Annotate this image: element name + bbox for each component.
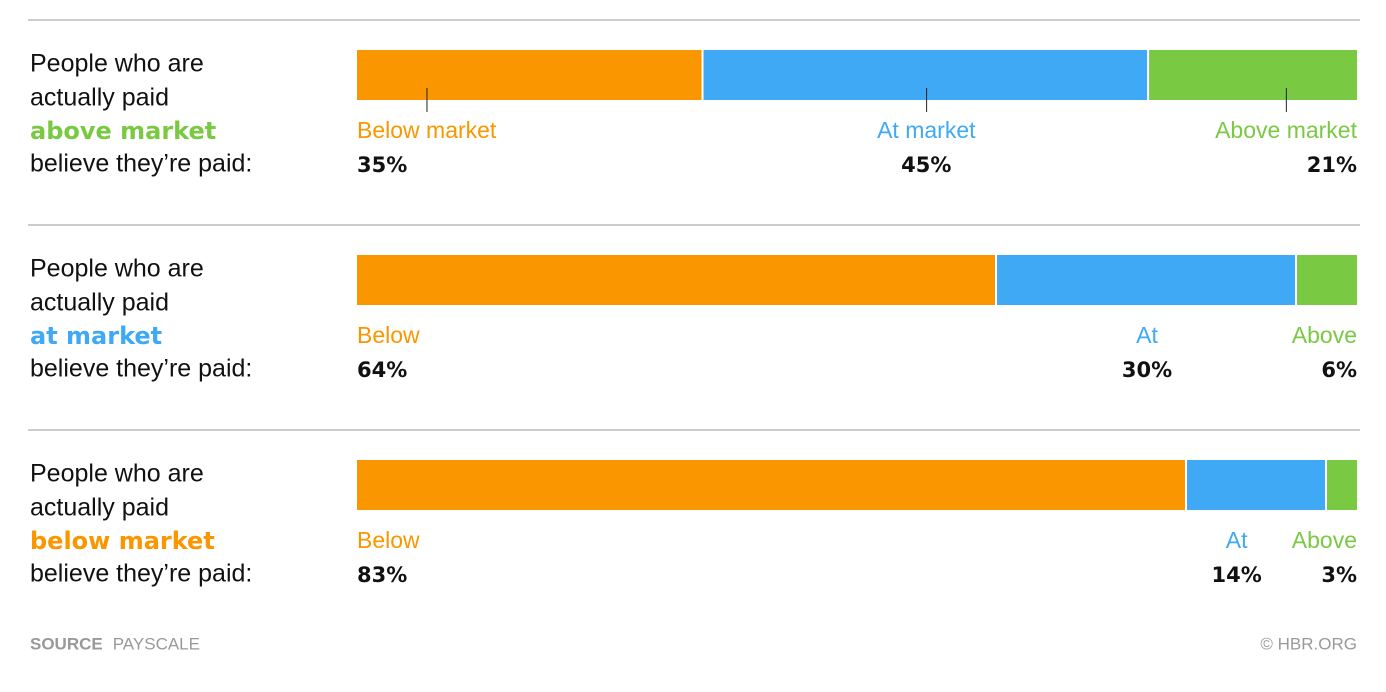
row-label: People who are: [30, 50, 204, 78]
bar-segment: [1149, 50, 1357, 100]
bar-segment: [997, 255, 1295, 305]
source: PAYSCALE: [113, 634, 200, 653]
bar-segment: [357, 460, 1185, 510]
row-label: People who are: [30, 460, 204, 488]
row-label: actually paid: [30, 494, 169, 522]
row-label: actually paid: [30, 84, 169, 112]
legend-label: At: [1136, 322, 1158, 348]
bar-segment: [703, 50, 1148, 100]
row-group: below market: [30, 527, 215, 555]
value-label: 6%: [1321, 358, 1357, 382]
row-group: above market: [30, 117, 216, 145]
row-label: actually paid: [30, 289, 169, 317]
legend-label: Above: [1292, 527, 1357, 553]
value-label: 30%: [1122, 358, 1172, 382]
bar-segment: [357, 255, 995, 305]
value-label: 45%: [901, 153, 951, 177]
bar-segment: [1327, 460, 1357, 510]
legend-label: Below: [357, 527, 420, 553]
row-label: believe they’re paid:: [30, 560, 252, 588]
legend-label: At: [1226, 527, 1248, 553]
legend-label: Above: [1292, 322, 1357, 348]
row-group: at market: [30, 322, 162, 350]
bar-segment: [1297, 255, 1357, 305]
legend-label: At market: [877, 117, 976, 143]
credit: © HBR.ORG: [1260, 634, 1357, 653]
value-label: 64%: [357, 358, 407, 382]
row-label: People who are: [30, 255, 204, 283]
legend-label: Below: [357, 322, 420, 348]
legend-label: Below market: [357, 117, 497, 143]
source-label: SOURCE: [30, 634, 103, 653]
row-label: believe they’re paid:: [30, 150, 252, 178]
value-label: 3%: [1321, 563, 1357, 587]
bar-segment: [1187, 460, 1325, 510]
value-label: 83%: [357, 563, 407, 587]
value-label: 14%: [1212, 563, 1262, 587]
bar-segment: [357, 50, 702, 100]
legend-label: Above market: [1215, 117, 1358, 143]
value-label: 35%: [357, 153, 407, 177]
value-label: 21%: [1307, 153, 1357, 177]
row-label: believe they’re paid:: [30, 355, 252, 383]
